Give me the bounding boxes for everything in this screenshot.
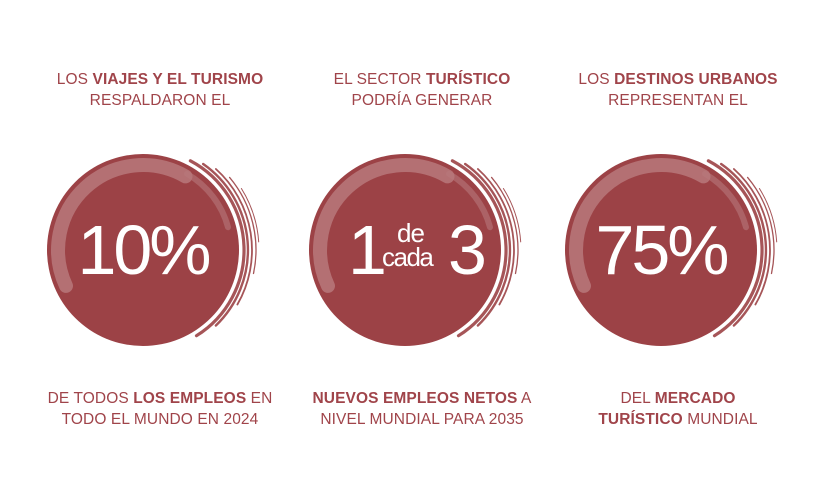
brush-ring-highlight <box>184 170 231 231</box>
stat-bottom-caption: DEL MERCADO TURÍSTICO MUNDIAL <box>553 388 803 430</box>
brush-stroke <box>758 188 778 243</box>
brush-stroke <box>746 176 775 275</box>
brush-ring-highlight <box>446 170 493 231</box>
caption-text: PODRÍA GENERAR <box>351 92 493 109</box>
caption-highlight: DESTINOS URBANOS <box>614 71 778 88</box>
brush-circle-graphic <box>565 154 778 346</box>
caption-line: TODO EL MUNDO EN 2024 <box>35 409 285 430</box>
brush-stroke <box>450 159 508 338</box>
stat-top-caption: LOS VIAJES Y EL TURISMO RESPALDARON EL <box>35 69 285 111</box>
stat-urban-destinations: LOS DESTINOS URBANOS REPRESENTAN EL 75% … <box>553 0 803 490</box>
caption-text: MUNDIAL <box>682 411 758 428</box>
brush-stroke <box>733 168 771 306</box>
stat-top-caption: EL SECTOR TURÍSTICO PODRÍA GENERAR <box>297 69 547 111</box>
caption-text: EN <box>246 390 273 407</box>
brush-stroke <box>706 159 764 338</box>
brush-stroke <box>464 162 512 327</box>
stat-bottom-caption: DE TODOS LOS EMPLEOS EN TODO EL MUNDO EN… <box>35 388 285 430</box>
stat-tourism-new-jobs: EL SECTOR TURÍSTICO PODRÍA GENERAR 1 de … <box>297 0 547 490</box>
stat-value-de: de <box>397 218 425 248</box>
caption-text: LOS <box>56 71 93 88</box>
caption-line: NUEVOS EMPLEOS NETOS A <box>297 388 547 409</box>
brush-stroke <box>202 162 250 327</box>
stat-value-cada: cada <box>382 242 434 272</box>
brush-stroke <box>215 168 253 306</box>
brush-stroke <box>720 162 768 327</box>
brush-circle-graphic <box>309 154 522 346</box>
caption-text: TODO EL MUNDO EN 2024 <box>61 411 259 428</box>
caption-line: NIVEL MUNDIAL PARA 2035 <box>297 409 547 430</box>
brush-stroke <box>240 188 260 243</box>
caption-highlight: TURÍSTICO <box>598 411 683 428</box>
caption-line: LOS VIAJES Y EL TURISMO <box>35 69 285 90</box>
caption-highlight: MERCADO <box>654 390 736 407</box>
caption-highlight: VIAJES Y EL TURISMO <box>92 71 264 88</box>
brush-ring-highlight <box>51 158 193 293</box>
stat-bottom-caption: NUEVOS EMPLEOS NETOS A NIVEL MUNDIAL PAR… <box>297 388 547 430</box>
brush-ring-highlight <box>313 158 455 293</box>
stat-top-caption: LOS DESTINOS URBANOS REPRESENTAN EL <box>553 69 803 111</box>
caption-line: DE TODOS LOS EMPLEOS EN <box>35 388 285 409</box>
caption-highlight: TURÍSTICO <box>425 71 511 88</box>
caption-text: DE TODOS <box>47 390 134 407</box>
caption-line: REPRESENTAN EL <box>553 90 803 111</box>
stat-value-first: 1 <box>348 211 387 289</box>
brush-stroke <box>502 188 522 243</box>
caption-line: TURÍSTICO MUNDIAL <box>553 409 803 430</box>
brush-stroke <box>490 176 519 275</box>
brush-stroke <box>188 159 246 338</box>
caption-text: NIVEL MUNDIAL PARA 2035 <box>320 411 524 428</box>
caption-text: DEL <box>620 390 655 407</box>
stat-circle: 75% <box>561 152 793 352</box>
stat-value: 10% <box>77 211 211 289</box>
brush-ring-highlight <box>569 158 711 293</box>
brush-ring-highlight <box>702 170 749 231</box>
caption-text: EL SECTOR <box>333 71 426 88</box>
stat-value-last: 3 <box>448 211 487 289</box>
stat-circle: 1 de cada 3 <box>305 152 537 352</box>
circle-fill <box>565 154 757 346</box>
caption-line: PODRÍA GENERAR <box>297 90 547 111</box>
stat-value: 75% <box>595 211 729 289</box>
caption-highlight: LOS EMPLEOS <box>133 390 247 407</box>
caption-line: LOS DESTINOS URBANOS <box>553 69 803 90</box>
brush-circle-graphic <box>47 154 260 346</box>
caption-line: EL SECTOR TURÍSTICO <box>297 69 547 90</box>
stat-value: 1 de cada 3 <box>305 190 505 310</box>
caption-text: A <box>517 390 532 407</box>
brush-stroke <box>477 168 515 306</box>
caption-line: DEL MERCADO <box>553 388 803 409</box>
caption-text: REPRESENTAN EL <box>608 92 748 109</box>
stat-travel-tourism-jobs: LOS VIAJES Y EL TURISMO RESPALDARON EL 1… <box>35 0 285 490</box>
circle-fill <box>309 154 501 346</box>
caption-line: RESPALDARON EL <box>35 90 285 111</box>
circle-fill <box>47 154 239 346</box>
caption-text: LOS <box>578 71 615 88</box>
stat-circle: 10% <box>43 152 275 352</box>
caption-text: RESPALDARON EL <box>89 92 231 109</box>
caption-highlight: NUEVOS EMPLEOS NETOS <box>312 390 518 407</box>
brush-stroke <box>228 176 257 275</box>
